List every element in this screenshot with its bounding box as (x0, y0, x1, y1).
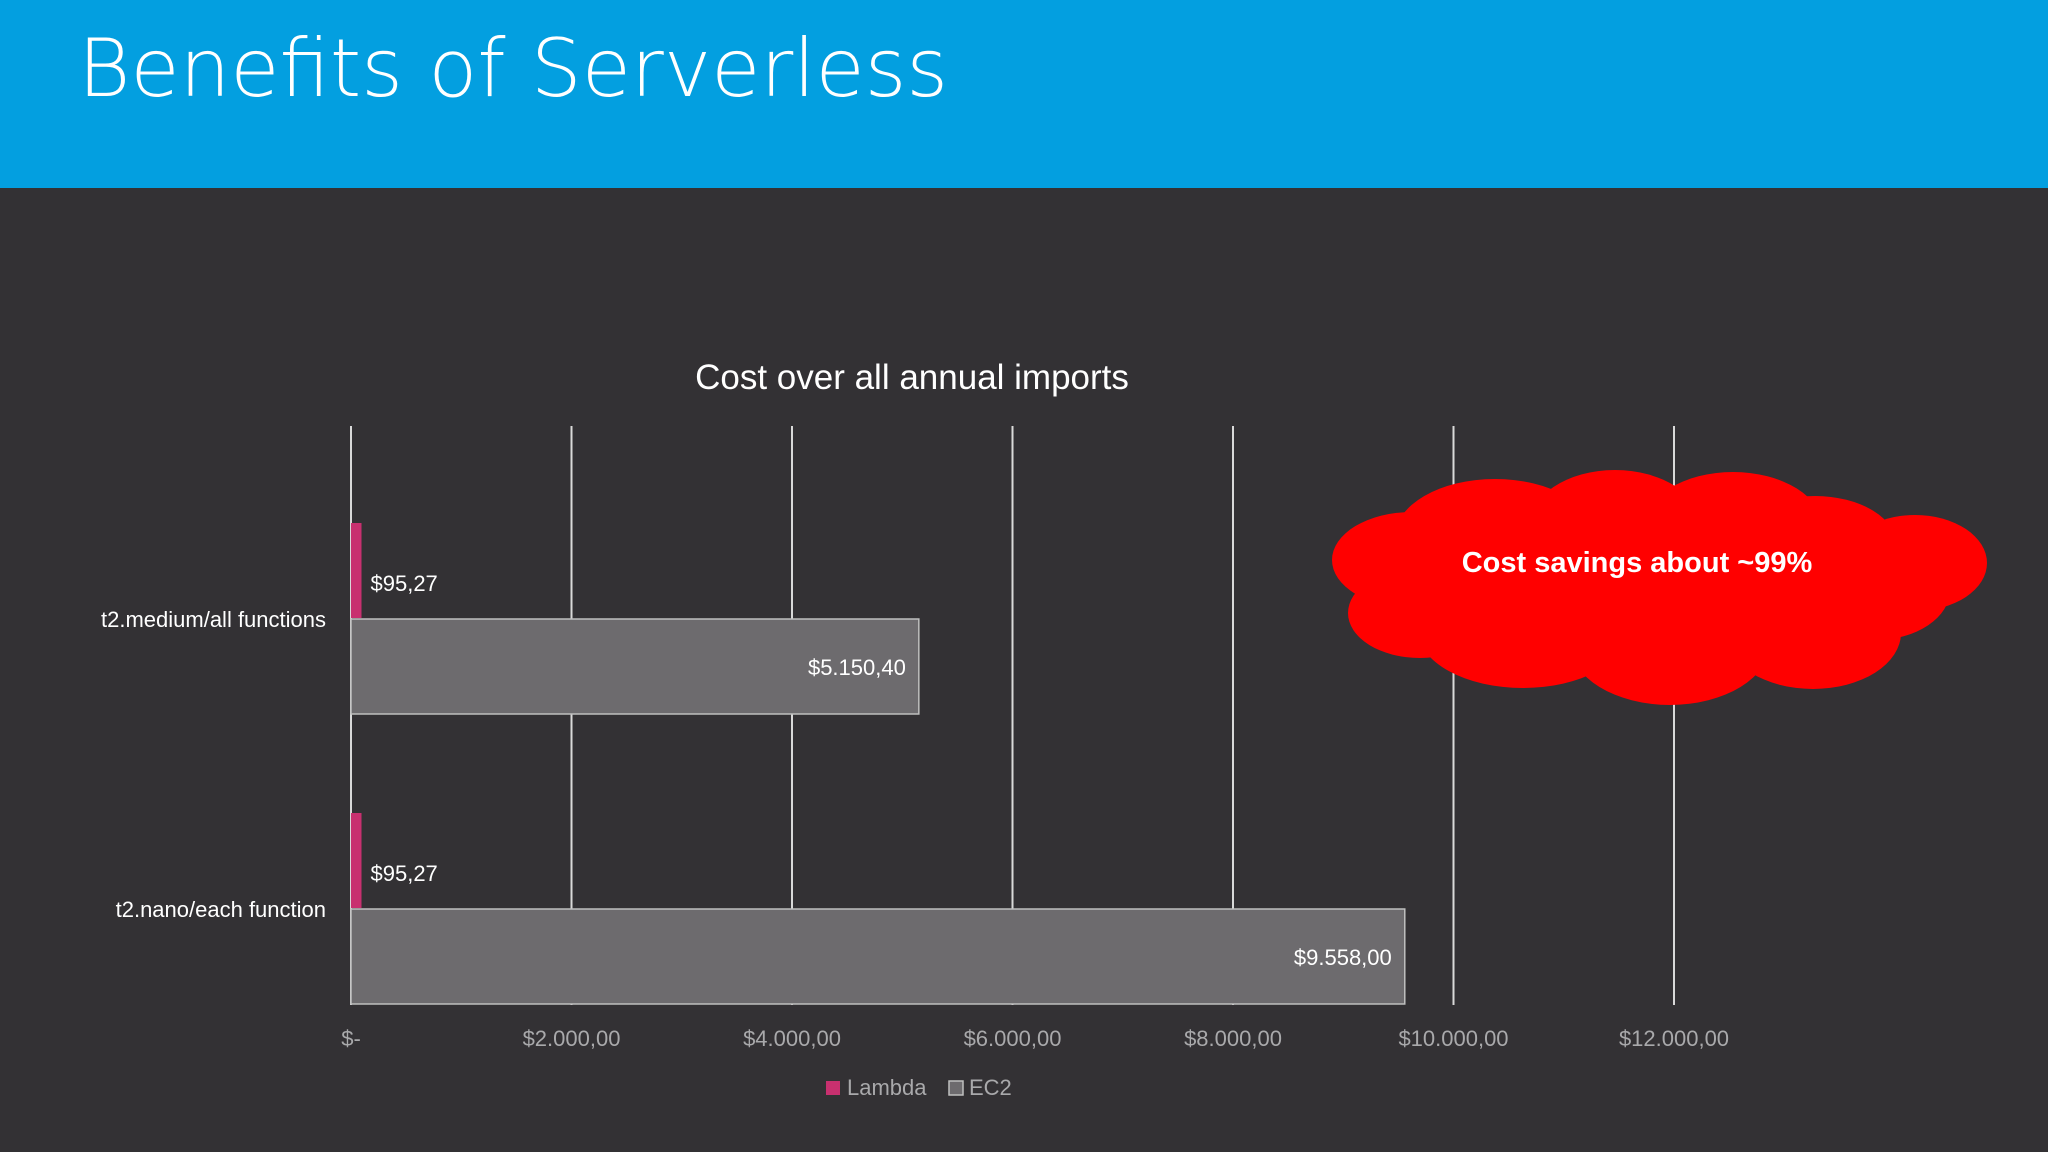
cost-savings-text: Cost savings about ~99% (1462, 547, 1813, 579)
bar-ec2 (350, 618, 920, 715)
bar-ec2 (350, 908, 1406, 1005)
chart-title: Cost over all annual imports (695, 358, 1129, 397)
x-tick-label: $6.000,00 (964, 1026, 1062, 1051)
legend-label-lambda: Lambda (847, 1075, 927, 1100)
x-tick-label: $8.000,00 (1184, 1026, 1282, 1051)
category-label: t2.nano/each function (116, 897, 326, 922)
cloud-puff (1440, 498, 1900, 668)
title-banner (0, 0, 2048, 188)
x-tick-label: $4.000,00 (743, 1026, 841, 1051)
cost-savings-cloud (1332, 470, 1987, 705)
x-tick-label: $12.000,00 (1619, 1026, 1729, 1051)
data-label-ec2: $5.150,40 (808, 655, 906, 680)
bar-lambda (351, 813, 362, 908)
data-label-lambda: $95,27 (371, 861, 438, 886)
category-label: t2.medium/all functions (101, 607, 326, 632)
x-tick-label: $2.000,00 (523, 1026, 621, 1051)
legend-swatch-ec2 (948, 1080, 964, 1096)
legend-swatch-lambda (826, 1081, 840, 1095)
x-tick-label: $10.000,00 (1398, 1026, 1508, 1051)
data-label-lambda: $95,27 (371, 571, 438, 596)
bar-lambda (351, 523, 362, 618)
bar-chart: Cost over all annual imports $- $2.000,00 $… (101, 358, 1987, 1100)
slide-title: Benefits of Serverless (78, 22, 949, 115)
data-label-ec2: $9.558,00 (1294, 945, 1392, 970)
x-tick-label: $- (341, 1026, 361, 1051)
legend-label-ec2: EC2 (969, 1075, 1012, 1100)
